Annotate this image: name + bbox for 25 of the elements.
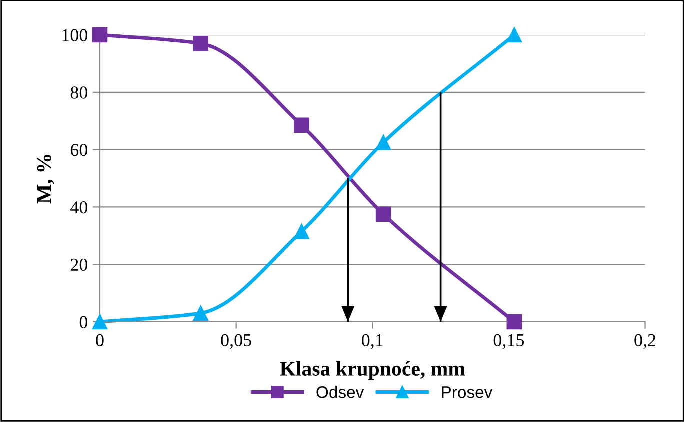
y-tick-label: 60 — [70, 144, 88, 156]
x-axis-title: Klasa krupnoće, mm — [280, 361, 466, 380]
point — [92, 27, 108, 43]
point — [376, 206, 392, 222]
y-tick-label: 100 — [62, 29, 88, 42]
point — [193, 306, 209, 322]
y-axis-title: M, % — [37, 155, 54, 204]
y-tick-label: 40 — [70, 201, 88, 214]
x-tick-label: 0,2 — [634, 334, 656, 350]
point — [506, 314, 522, 330]
point — [294, 118, 310, 134]
point — [92, 314, 108, 330]
point — [506, 27, 522, 43]
point — [193, 36, 209, 52]
legend-label: Prosev — [442, 386, 493, 398]
point — [376, 134, 392, 150]
x-tick-label: 0,05 — [221, 334, 252, 350]
x-tick-label: 0,15 — [494, 334, 524, 350]
y-tick-label: 80 — [70, 86, 88, 99]
y-tick-label: 0 — [80, 316, 88, 328]
legend-label: Odsev — [316, 386, 364, 398]
y-tick-label: 20 — [70, 258, 88, 272]
point — [294, 224, 310, 240]
x-tick-label: 0,1 — [362, 334, 383, 350]
x-tick-label: 0 — [96, 334, 104, 346]
